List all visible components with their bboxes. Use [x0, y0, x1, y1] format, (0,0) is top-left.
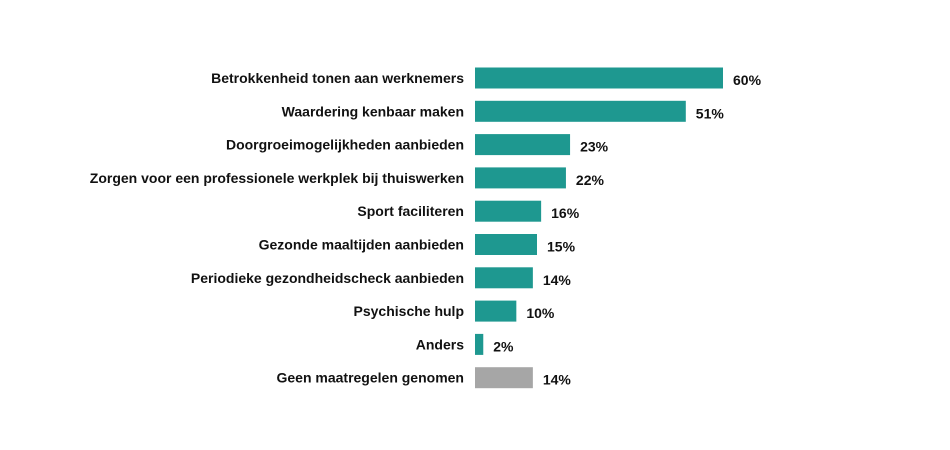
bar	[475, 100, 686, 122]
bar	[475, 267, 533, 289]
category-label: Doorgroeimogelijkheden aanbieden	[226, 137, 464, 153]
category-label: Betrokkenheid tonen aan werknemers	[211, 70, 464, 86]
category-label: Psychische hulp	[354, 303, 464, 319]
category-label: Sport faciliteren	[357, 203, 464, 219]
value-label: 14%	[543, 272, 572, 288]
bar	[475, 300, 517, 322]
value-label: 15%	[547, 239, 576, 255]
bar	[475, 367, 533, 389]
category-label: Waardering kenbaar maken	[282, 103, 464, 119]
bar	[475, 134, 571, 156]
value-label: 51%	[696, 105, 725, 121]
category-label: Gezonde maaltijden aanbieden	[259, 237, 464, 253]
value-label: 10%	[526, 305, 555, 321]
bar	[475, 200, 542, 222]
bar	[475, 333, 484, 355]
value-label: 14%	[543, 372, 572, 388]
category-label: Periodieke gezondheidscheck aanbieden	[191, 270, 464, 286]
category-label: Geen maatregelen genomen	[276, 370, 464, 386]
category-label: Zorgen voor een professionele werkplek b…	[90, 170, 464, 186]
value-label: 22%	[576, 172, 605, 188]
value-label: 16%	[551, 205, 580, 221]
category-label: Anders	[416, 336, 464, 352]
value-label: 23%	[580, 139, 609, 155]
bar	[475, 234, 537, 255]
bar	[475, 167, 566, 189]
value-label: 60%	[733, 72, 762, 88]
value-label: 2%	[493, 338, 514, 354]
bar	[475, 67, 723, 89]
